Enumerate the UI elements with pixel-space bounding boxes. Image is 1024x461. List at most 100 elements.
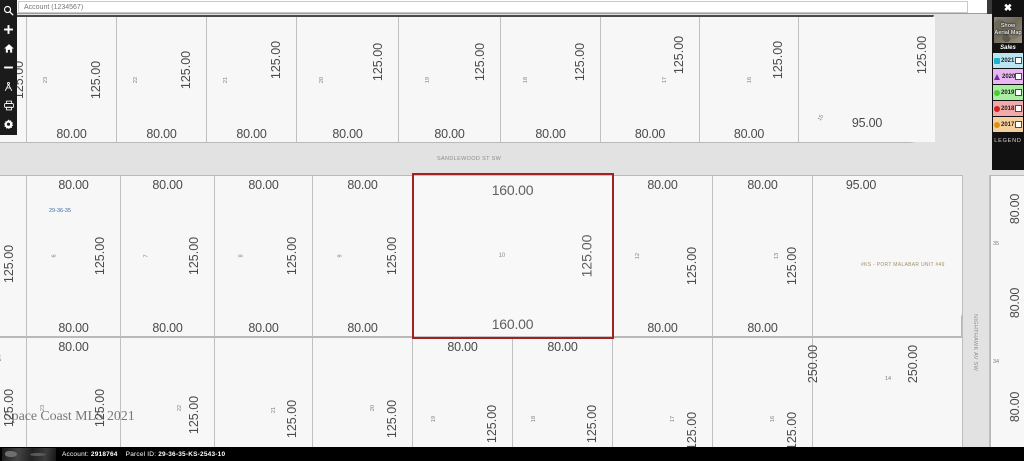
lot-22-top[interactable]: 22 125.00 80.00	[117, 17, 207, 142]
legend-row-2018[interactable]: 2018	[993, 101, 1023, 116]
lot-13-middle[interactable]: 80.00 13 125.00 80.00	[713, 176, 813, 336]
lot-number: 18	[530, 416, 537, 423]
lot-19-top[interactable]: 19 125.00 80.00	[399, 17, 501, 142]
lot-number: 22	[133, 76, 140, 83]
lot-23-top[interactable]: 23 125.00 80.00	[27, 17, 117, 142]
lot-19-bottom[interactable]: 80.00 19 125.00	[413, 338, 513, 447]
lot-dim-right: 125.00	[584, 404, 599, 443]
legend-year: 2020	[1002, 73, 1016, 80]
zoom-out-icon[interactable]	[0, 58, 17, 77]
lot-dim-front: 80.00	[733, 127, 765, 141]
lot-dim-right: 125.00	[578, 234, 595, 278]
lot-12-middle[interactable]: 80.00 12 125.00 80.00	[613, 176, 713, 336]
marker-2020-icon	[994, 73, 1000, 80]
legend-row-2021[interactable]: 2021	[993, 53, 1023, 68]
lot-10-middle-selected[interactable]: 160.00 10 125.00 160.00	[413, 176, 613, 336]
lot-dim-rear: 80.00	[152, 178, 183, 192]
lot-dim-right: 125.00	[572, 42, 587, 82]
legend-year: 2018	[1001, 105, 1015, 112]
legend-checkbox-2018[interactable]	[1015, 105, 1022, 112]
show-aerial-map-label: Show Aerial Map	[994, 23, 1022, 36]
show-aerial-map-button[interactable]: Show Aerial Map	[994, 17, 1022, 43]
lot-17-top[interactable]: 17 125.00 80.00	[601, 17, 700, 142]
lot-number: 20	[319, 76, 326, 83]
lot-dim-front: 80.00	[56, 127, 87, 141]
lot-16-bottom[interactable]: 16 125.00	[713, 338, 813, 447]
lot-dim-front: 80.00	[332, 127, 363, 141]
lot-number: 17	[670, 416, 677, 423]
legend-checkbox-2019[interactable]	[1015, 89, 1022, 96]
search-input-wrapper[interactable]	[18, 1, 968, 13]
parcel-thumbnail	[2, 447, 56, 461]
strip-label-35: 35	[993, 241, 1000, 247]
map-toolbar	[0, 0, 17, 135]
legend-checkbox-2021[interactable]	[1015, 57, 1022, 64]
lot-dim-front: 80.00	[146, 127, 177, 141]
lot-16-top[interactable]: 16 125.00 80.00	[700, 17, 799, 142]
legend-year: 2021	[1001, 57, 1015, 64]
marker-2019-icon	[994, 89, 1000, 96]
lot-dim-rear: 80.00	[447, 340, 478, 354]
lot-dim-front: 95.00	[851, 116, 883, 130]
lot-17-bottom[interactable]: 17 125.00	[613, 338, 713, 447]
lot-dim-right: 125.00	[784, 246, 799, 285]
lot-5-middle[interactable]: 5 125.00	[0, 176, 27, 336]
lot-20-top[interactable]: 20 125.00 80.00	[297, 17, 399, 142]
lot-24-bottom[interactable]: 24 125.00	[0, 338, 27, 447]
home-icon[interactable]	[0, 39, 17, 58]
lot-dim-right: 125.00	[370, 42, 385, 82]
lot-dim-rear: 160.00	[491, 182, 534, 198]
measure-icon[interactable]	[0, 77, 17, 96]
lot-dim-front: 160.00	[491, 316, 534, 332]
lot-23-bottom[interactable]: 80.00 23 125.00	[27, 338, 121, 447]
lot-number: 14	[885, 375, 892, 382]
close-icon[interactable]: ✖	[1003, 3, 1013, 14]
lot-6-middle[interactable]: 80.00 6 29-36-35 125.00 80.00	[27, 176, 121, 336]
block-right-strip: 80.00 35 80.00 34 80.00	[990, 175, 1024, 447]
lot-dim-right: 125.00	[484, 404, 499, 443]
legend-checkbox-2017[interactable]	[1015, 121, 1022, 128]
lot-9-middle[interactable]: 80.00 9 125.00 80.00	[313, 176, 413, 336]
legend-row-2017[interactable]: 2017	[993, 117, 1023, 132]
lot-number: 18	[522, 76, 529, 83]
lot-dim-rear: 80.00	[58, 178, 89, 192]
block-top: 125.00 23 125.00 80.00 22 125.00 80.00 2…	[0, 15, 935, 143]
search-icon[interactable]	[0, 1, 17, 20]
strip-label-34: 34	[993, 359, 1000, 365]
street-label-nighthawk: NIGHTHAWK AV SW	[972, 314, 978, 372]
legend-row-2019[interactable]: 2019	[993, 85, 1023, 100]
lot-number: 16	[770, 416, 777, 423]
lot-18-bottom[interactable]: 80.00 18 125.00	[513, 338, 613, 447]
lot-15-top[interactable]: 15 125.00 95.00	[799, 17, 935, 142]
legend-footer-button[interactable]: LEGEND	[994, 138, 1022, 144]
marker-2021-icon	[994, 57, 1000, 64]
lot-21-top[interactable]: 21 125.00 80.00	[207, 17, 297, 142]
lot-dim-rear: 80.00	[347, 178, 378, 192]
zoom-in-icon[interactable]	[0, 20, 17, 39]
lot-22-bottom[interactable]: 22 125.00	[121, 338, 215, 447]
lot-14-middle[interactable]: 95.00 #KS - PORT MALABAR UNIT #49	[813, 176, 963, 336]
status-parcel-label: Parcel ID:	[125, 450, 157, 458]
lot-number: 7	[143, 254, 150, 258]
subdivision-label: #KS - PORT MALABAR UNIT #49	[861, 262, 945, 268]
lot-21-bottom[interactable]: 21 125.00	[215, 338, 313, 447]
print-icon[interactable]	[0, 96, 17, 115]
block-bottom: 24 125.00 80.00 23 125.00 22 125.00 21 1…	[0, 337, 963, 447]
legend-row-2020[interactable]: 2020	[993, 69, 1023, 84]
search-input[interactable]	[19, 2, 967, 12]
lot-18-top[interactable]: 18 125.00 80.00	[501, 17, 601, 142]
legend-year: 2017	[1001, 121, 1015, 128]
lot-20-bottom[interactable]: 20 125.00	[313, 338, 413, 447]
lot-dim-front: 80.00	[747, 321, 778, 335]
lot-dim-front: 80.00	[347, 321, 378, 335]
map-canvas[interactable]: 125.00 23 125.00 80.00 22 125.00 80.00 2…	[0, 14, 1024, 447]
lot-dim-right: 125.00	[384, 236, 399, 276]
lot-7-middle[interactable]: 80.00 7 125.00 80.00	[121, 176, 215, 336]
legend-checkbox-2020[interactable]	[1015, 73, 1023, 80]
lot-8-middle[interactable]: 80.00 8 125.00 80.00	[215, 176, 313, 336]
status-bar: Account: 2918764 Parcel ID: 29-36-35-KS-…	[0, 447, 1024, 461]
lot-14-tail[interactable]: 14	[813, 338, 963, 447]
gear-icon[interactable]	[0, 115, 17, 134]
lot-dim-rear: 80.00	[647, 178, 678, 192]
